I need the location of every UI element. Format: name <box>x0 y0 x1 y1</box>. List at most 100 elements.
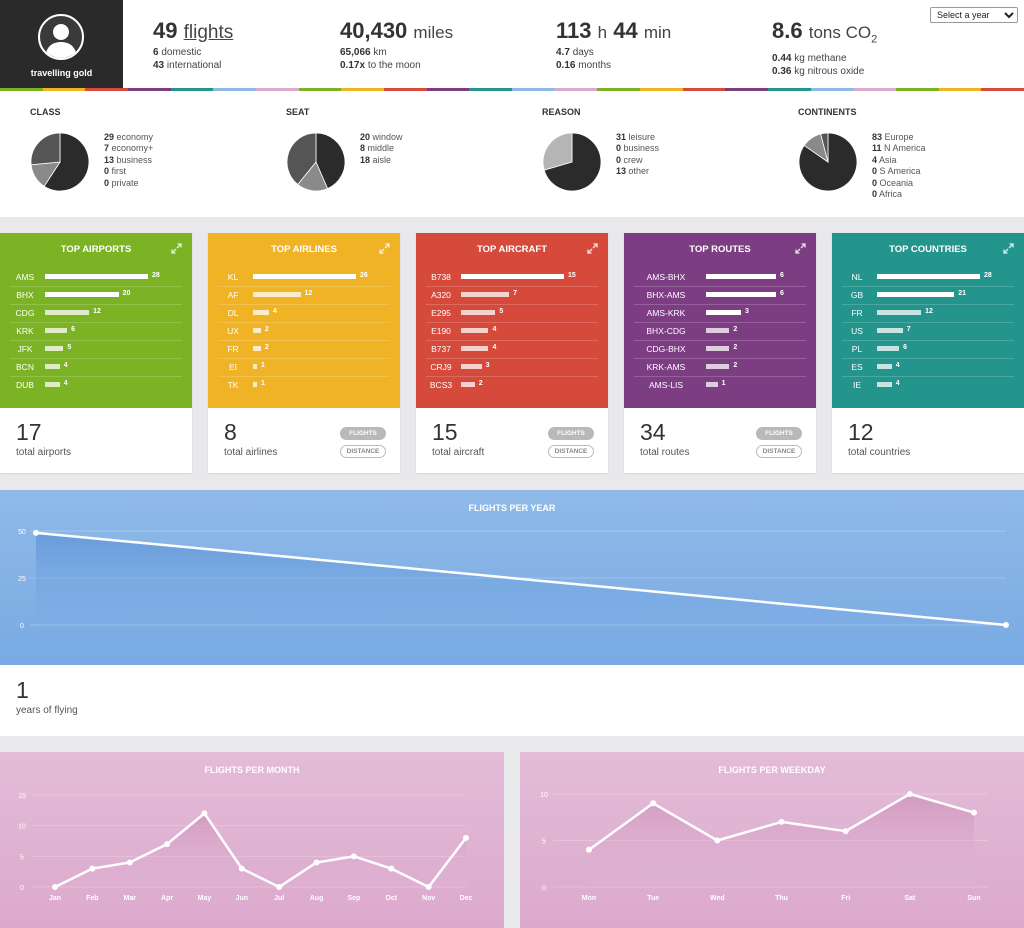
card-row[interactable]: BHX-CDG 2 <box>634 323 806 341</box>
card-row[interactable]: E295 5 <box>426 305 598 323</box>
card-row[interactable]: KRK-AMS 2 <box>634 359 806 377</box>
row-label: DL <box>227 308 239 318</box>
card-row[interactable]: DL 4 <box>218 305 390 323</box>
data-point[interactable] <box>650 800 657 807</box>
pie-legend-item: 7 economy+ <box>104 143 153 154</box>
data-point[interactable] <box>778 818 785 825</box>
data-point[interactable] <box>425 884 432 890</box>
data-point[interactable] <box>388 865 395 872</box>
card-row[interactable]: B737 4 <box>426 341 598 359</box>
data-point[interactable] <box>842 828 849 835</box>
flights-toggle-button[interactable]: FLIGHTS <box>548 427 594 440</box>
card-row[interactable]: KRK 6 <box>10 323 182 341</box>
card-row[interactable]: EI 1 <box>218 359 390 377</box>
pie-slice[interactable] <box>820 132 829 163</box>
card-row[interactable]: BCS3 2 <box>426 377 598 395</box>
pie-legend-item: 0 Oceania <box>872 178 926 189</box>
pie-slice[interactable] <box>286 132 317 186</box>
expand-icon[interactable] <box>795 243 806 254</box>
card-top-airports: TOP AIRPORTS AMS 28 BHX 20 CDG 12 KRK 6 JFK 5 BCN 4 D… <box>0 233 192 473</box>
expand-icon[interactable] <box>587 243 598 254</box>
pie-slice[interactable] <box>315 132 346 190</box>
card-row[interactable]: KL 26 <box>218 269 390 287</box>
card-row[interactable]: A320 7 <box>426 287 598 305</box>
data-point[interactable] <box>52 884 58 890</box>
profile-panel[interactable]: travelling gold <box>0 0 123 90</box>
card-row[interactable]: FR 2 <box>218 341 390 359</box>
data-point[interactable] <box>33 529 39 536</box>
card-row[interactable]: DUB 4 <box>10 377 182 395</box>
distance-toggle-button[interactable]: DISTANCE <box>756 445 802 458</box>
year-select[interactable]: Select a year <box>930 7 1018 23</box>
card-row[interactable]: PL 6 <box>842 341 1014 359</box>
card-total: 34 <box>640 419 666 445</box>
row-value: 20 <box>122 290 131 297</box>
data-point[interactable] <box>238 865 245 872</box>
expand-icon[interactable] <box>379 243 390 254</box>
row-value: 4 <box>895 362 900 369</box>
card-row[interactable]: AMS-BHX 6 <box>634 269 806 287</box>
data-point[interactable] <box>276 884 283 890</box>
card-row[interactable]: US 7 <box>842 323 1014 341</box>
card-row[interactable]: BCN 4 <box>10 359 182 377</box>
data-point[interactable] <box>350 853 357 860</box>
card-row[interactable]: GB 21 <box>842 287 1014 305</box>
pie-slice[interactable] <box>43 132 90 192</box>
flights-toggle-button[interactable]: FLIGHTS <box>756 427 802 440</box>
international-count: 43 <box>153 60 165 71</box>
card-row[interactable]: IE 4 <box>842 377 1014 395</box>
data-point[interactable] <box>906 791 913 797</box>
distance-toggle-button[interactable]: DISTANCE <box>340 445 386 458</box>
pie-legend-value: 13 <box>104 154 115 165</box>
card-row[interactable]: BHX-AMS 6 <box>634 287 806 305</box>
card-row[interactable]: NL 28 <box>842 269 1014 287</box>
card-row[interactable]: CDG-BHX 2 <box>634 341 806 359</box>
card-row[interactable]: CDG 12 <box>10 305 182 323</box>
card-row[interactable]: AMS 28 <box>10 269 182 287</box>
avatar[interactable] <box>38 14 84 60</box>
international-label: international <box>166 60 222 71</box>
card-row[interactable]: JFK 5 <box>10 341 182 359</box>
pie-slice[interactable] <box>798 132 858 192</box>
data-point[interactable] <box>89 865 96 872</box>
data-point[interactable] <box>463 834 469 841</box>
card-row[interactable]: AF 12 <box>218 287 390 305</box>
pie-block-reason: REASON 31 leisure 0 business 0 crew 13 other <box>512 91 768 217</box>
expand-icon[interactable] <box>1003 243 1014 254</box>
card-row[interactable]: AMS-KRK 3 <box>634 305 806 323</box>
pie-slice[interactable] <box>542 132 573 171</box>
data-point[interactable] <box>1003 622 1009 628</box>
flights-link[interactable]: flights <box>183 22 234 43</box>
pie-slice[interactable] <box>30 132 61 166</box>
pie-legend-item: 0 S America <box>872 166 926 177</box>
card-row[interactable]: BHX 20 <box>10 287 182 305</box>
data-point[interactable] <box>971 809 977 816</box>
card-row[interactable]: UX 2 <box>218 323 390 341</box>
minutes-unit: min <box>643 23 672 42</box>
data-point[interactable] <box>201 810 208 817</box>
hours-value: 113 <box>556 18 592 43</box>
data-point[interactable] <box>126 859 133 866</box>
distance-toggle-button[interactable]: DISTANCE <box>548 445 594 458</box>
card-row[interactable]: AMS-LIS 1 <box>634 377 806 395</box>
row-label: AMS-LIS <box>648 380 683 390</box>
data-point[interactable] <box>586 846 592 853</box>
card-row[interactable]: TK 1 <box>218 377 390 395</box>
pie-legend-value: 4 <box>872 154 878 165</box>
pie-slice[interactable] <box>543 132 602 192</box>
card-row[interactable]: CRJ9 3 <box>426 359 598 377</box>
row-value: 2 <box>733 362 738 369</box>
row-label: E295 <box>431 308 451 318</box>
card-row[interactable]: ES 4 <box>842 359 1014 377</box>
data-point[interactable] <box>164 841 171 848</box>
pie-legend-label: middle <box>367 143 395 154</box>
flights-toggle-button[interactable]: FLIGHTS <box>340 427 386 440</box>
card-row[interactable]: E190 4 <box>426 323 598 341</box>
card-row[interactable]: B738 15 <box>426 269 598 287</box>
row-value: 6 <box>780 272 784 279</box>
expand-icon[interactable] <box>171 243 182 254</box>
data-point[interactable] <box>714 837 721 844</box>
card-row[interactable]: FR 12 <box>842 305 1014 323</box>
methane-label: kg methane <box>794 53 847 65</box>
data-point[interactable] <box>313 859 320 866</box>
